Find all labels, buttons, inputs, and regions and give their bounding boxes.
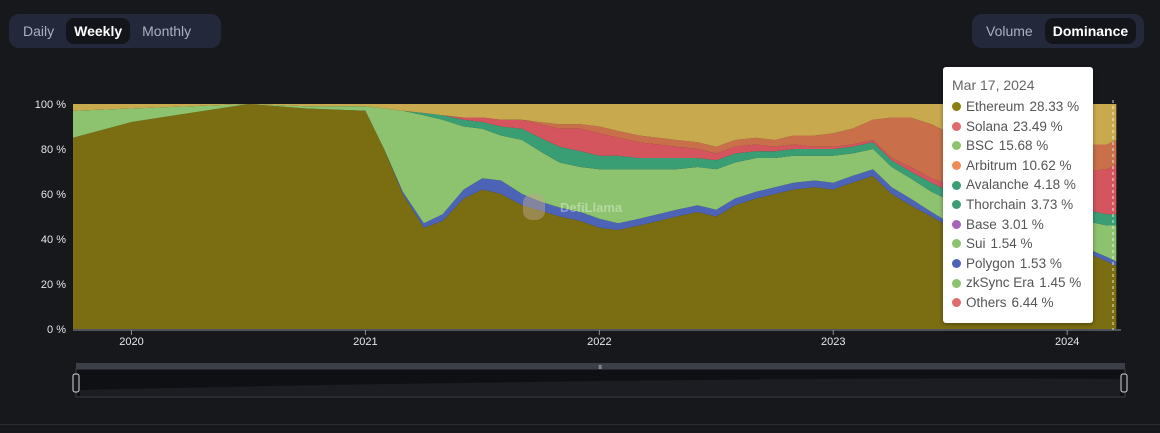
x-axis: 2020 2021 2022 2023 2024	[73, 329, 1121, 348]
slider-grip-icon[interactable]: ≡	[598, 365, 602, 371]
x-tick-label: 2020	[119, 336, 143, 348]
divider	[0, 424, 1160, 425]
tooltip-series-name: Thorchain	[966, 196, 1027, 212]
tooltip-series-value: 4.18 %	[1033, 177, 1076, 193]
x-tick-label: 2024	[1055, 336, 1079, 348]
tooltip-series-name: zkSync Era	[966, 275, 1035, 291]
tooltip-series-name: Sui	[966, 236, 986, 252]
metric-toggle: Volume Dominance	[972, 14, 1144, 48]
area-series-bsc	[73, 104, 1117, 262]
tab-monthly[interactable]: Monthly	[134, 18, 199, 44]
tooltip-series-name: Polygon	[966, 255, 1015, 271]
slider-preview	[80, 378, 1120, 396]
range-slider[interactable]: ≡	[72, 363, 1128, 398]
watermark-text: DefiLlama	[560, 200, 623, 215]
tooltip-row: Thorchain 3.73 %	[952, 195, 1084, 215]
slider-top-bar[interactable]	[76, 363, 1125, 369]
tooltip-row: Ethereum 28.33 %	[952, 97, 1084, 117]
y-tick-label: 80 %	[41, 144, 66, 156]
tooltip-series-value: 1.54 %	[990, 236, 1033, 252]
legend-dot-icon	[952, 259, 961, 269]
area-series-ethereum	[73, 104, 1117, 329]
x-tick-label: 2023	[821, 336, 845, 348]
tooltip-row: Arbitrum 10.62 %	[952, 156, 1084, 176]
slider-right-handle[interactable]	[1120, 373, 1128, 393]
tooltip-series-value: 23.49 %	[1013, 118, 1063, 134]
legend-dot-icon	[952, 239, 961, 249]
area-series-others	[73, 104, 1117, 147]
legend-dot-icon	[952, 200, 961, 210]
tooltip-series-value: 10.62 %	[1022, 157, 1072, 173]
tooltip-row: Base 3.01 %	[952, 215, 1084, 235]
y-axis: 0 % 20 % 40 % 60 % 80 % 100 %	[35, 99, 66, 336]
legend-dot-icon	[952, 298, 961, 308]
y-tick-label: 20 %	[41, 279, 66, 291]
legend-dot-icon	[952, 219, 961, 229]
tooltip-series-name: Arbitrum	[966, 157, 1018, 173]
y-tick-label: 100 %	[35, 99, 66, 111]
tab-volume[interactable]: Volume	[978, 18, 1041, 44]
tooltip-series-name: Base	[966, 216, 997, 232]
legend-dot-icon	[952, 141, 961, 151]
chart-tooltip: Mar 17, 2024 Ethereum 28.33 % Solana 23.49 …	[943, 67, 1093, 323]
tooltip-row: zkSync Era 1.45 %	[952, 273, 1084, 293]
slider-left-handle[interactable]	[72, 373, 80, 393]
legend-dot-icon	[952, 278, 961, 288]
stacked-areas	[73, 104, 1117, 329]
tooltip-date: Mar 17, 2024	[952, 77, 1035, 93]
y-tick-label: 60 %	[41, 189, 66, 201]
tooltip-series-name: Others	[966, 294, 1007, 310]
tab-weekly[interactable]: Weekly	[66, 18, 131, 44]
tooltip-row: Solana 23.49 %	[952, 117, 1084, 137]
tooltip-list: Ethereum 28.33 % Solana 23.49 % BSC 15.68 % Ar…	[952, 97, 1084, 313]
tooltip-series-value: 15.68 %	[998, 138, 1049, 154]
tooltip-series-name: BSC	[966, 138, 994, 154]
area-series-avalanche	[73, 104, 1117, 226]
x-tick-label: 2021	[353, 336, 377, 348]
tooltip-series-value: 28.33 %	[1029, 99, 1080, 114]
tooltip-series-value: 6.44 %	[1011, 294, 1054, 310]
y-tick-label: 40 %	[41, 234, 66, 246]
tab-dominance[interactable]: Dominance	[1044, 18, 1137, 44]
x-tick-label: 2022	[587, 336, 611, 348]
area-series-arbitrum	[73, 104, 1117, 188]
tooltip-series-value: 3.01 %	[1001, 216, 1044, 232]
tooltip-series-value: 1.53 %	[1019, 255, 1062, 271]
tooltip-series-value: 3.73 %	[1031, 196, 1074, 212]
tooltip-series-value: 1.45 %	[1039, 275, 1082, 291]
legend-dot-icon	[952, 180, 961, 190]
tooltip-series-name: Ethereum	[966, 99, 1025, 114]
tooltip-row: Polygon 1.53 %	[952, 254, 1084, 274]
legend-dot-icon	[952, 102, 961, 112]
tab-daily[interactable]: Daily	[15, 18, 62, 44]
legend-dot-icon	[952, 161, 961, 171]
tooltip-series-name: Avalanche	[966, 177, 1029, 193]
tooltip-row: BSC 15.68 %	[952, 136, 1084, 156]
tooltip-row: Others 6.44 %	[952, 293, 1084, 313]
y-tick-label: 0 %	[47, 324, 66, 336]
watermark-logo: DefiLlama	[523, 194, 623, 220]
tooltip-row: Sui 1.54 %	[952, 234, 1084, 254]
tooltip-series-name: Solana	[966, 118, 1009, 134]
tooltip-row: Avalanche 4.18 %	[952, 175, 1084, 195]
legend-dot-icon	[952, 121, 961, 131]
period-toggle: Daily Weekly Monthly	[9, 14, 221, 48]
